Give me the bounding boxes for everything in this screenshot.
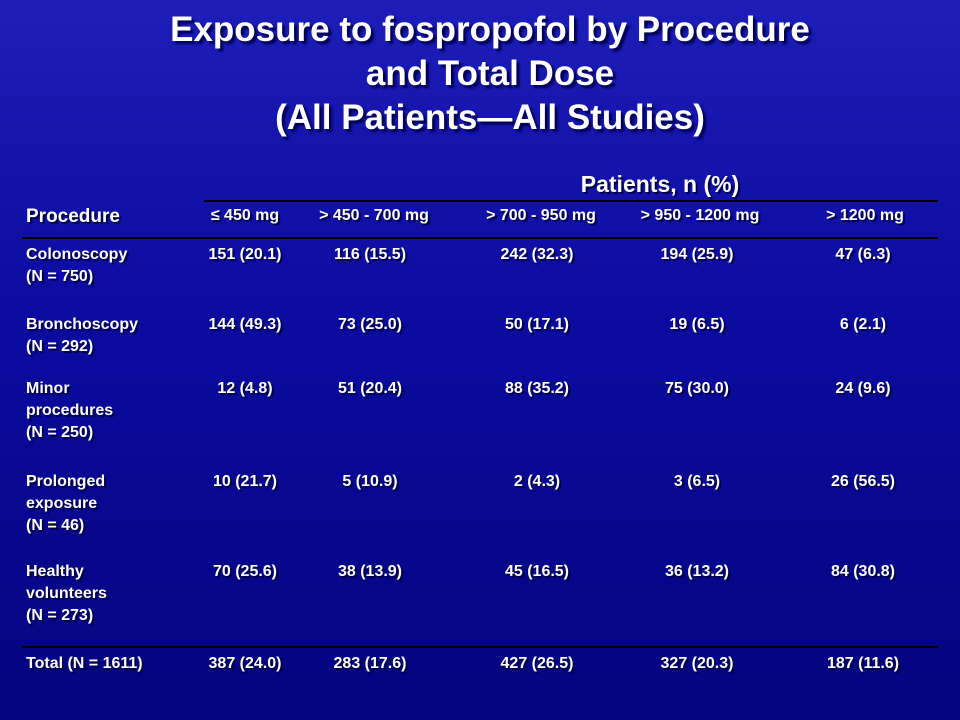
row-label: Bronchoscopy (N = 292): [26, 316, 139, 355]
row-label: Total (N = 1611): [26, 655, 143, 672]
table-cell: 144 (49.3): [208, 316, 282, 333]
table-cell: 47 (6.3): [835, 246, 891, 263]
table-cell: 45 (16.5): [504, 563, 570, 580]
column-header-le-450: ≤ 450 mg: [210, 207, 280, 224]
table-cell: 10 (21.7): [212, 473, 278, 490]
slide-title: Exposure to fospropofol by Procedure and…: [0, 8, 960, 140]
row-label: Minor procedures (N = 250): [26, 380, 114, 441]
group-header-rule: [204, 200, 938, 202]
column-header-gt-1200: > 1200 mg: [826, 207, 904, 224]
table-cell: 387 (24.0): [208, 655, 282, 672]
table-cell: 19 (6.5): [669, 316, 725, 333]
total-row-rule: [22, 646, 938, 648]
slide-title-line-3: (All Patients—All Studies): [275, 98, 705, 137]
patients-group-header: Patients, n (%): [580, 171, 740, 197]
table-cell: 73 (25.0): [337, 316, 403, 333]
table-cell: 84 (30.8): [830, 563, 896, 580]
row-label: Healthy volunteers (N = 273): [26, 563, 107, 624]
table-cell: 50 (17.1): [504, 316, 570, 333]
table-cell: 70 (25.6): [212, 563, 278, 580]
table-cell: 26 (56.5): [830, 473, 896, 490]
table-cell: 242 (32.3): [500, 246, 574, 263]
table-cell: 51 (20.4): [337, 380, 403, 397]
table-cell: 327 (20.3): [660, 655, 734, 672]
table-cell: 75 (30.0): [664, 380, 730, 397]
header-bottom-rule: [22, 237, 938, 239]
procedure-column-header: Procedure: [26, 206, 120, 227]
table-cell: 116 (15.5): [333, 246, 407, 263]
table-cell: 24 (9.6): [835, 380, 891, 397]
column-header-450-700: > 450 - 700 mg: [319, 207, 429, 224]
table-cell: 36 (13.2): [664, 563, 730, 580]
table-cell: 12 (4.8): [217, 380, 273, 397]
table-cell: 88 (35.2): [504, 380, 570, 397]
row-label: Prolonged exposure (N = 46): [26, 473, 106, 534]
table-cell: 38 (13.9): [337, 563, 403, 580]
table-cell: 5 (10.9): [342, 473, 398, 490]
row-label: Colonoscopy (N = 750): [26, 246, 128, 285]
table-cell: 3 (6.5): [673, 473, 721, 490]
table-cell: 283 (17.6): [333, 655, 407, 672]
table-cell: 151 (20.1): [208, 246, 282, 263]
slide-title-line-2: and Total Dose: [365, 54, 615, 93]
column-header-950-1200: > 950 - 1200 mg: [640, 207, 760, 224]
slide-title-line-1: Exposure to fospropofol by Procedure: [170, 10, 810, 49]
table-cell: 427 (26.5): [500, 655, 574, 672]
column-header-700-950: > 700 - 950 mg: [486, 207, 596, 224]
table-cell: 2 (4.3): [513, 473, 561, 490]
table-cell: 187 (11.6): [826, 655, 900, 672]
table-cell: 6 (2.1): [839, 316, 887, 333]
table-cell: 194 (25.9): [660, 246, 734, 263]
